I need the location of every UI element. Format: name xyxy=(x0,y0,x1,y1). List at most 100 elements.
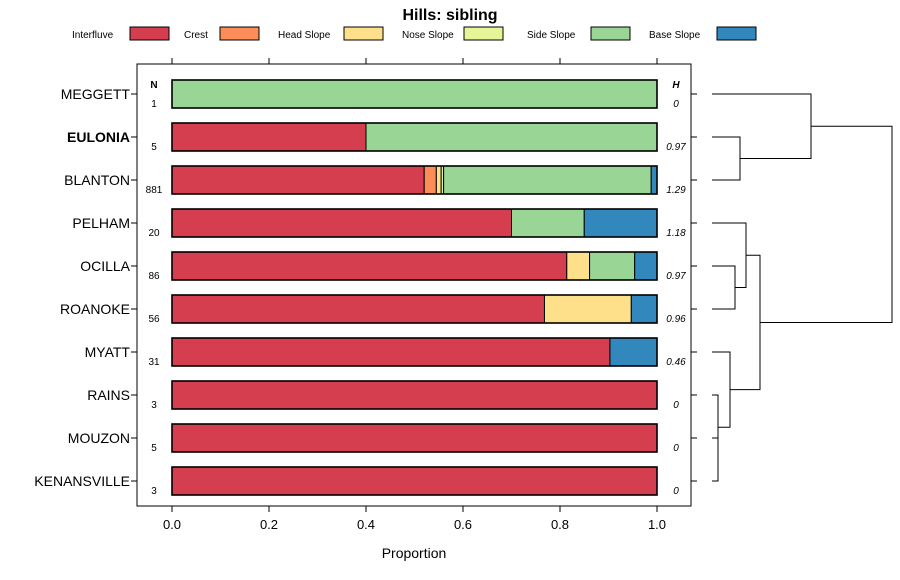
bar-outline xyxy=(171,466,658,496)
x-tick-label: 0.4 xyxy=(357,517,375,532)
bar-segment-side-slope xyxy=(511,208,585,238)
n-value: 3 xyxy=(151,486,157,497)
legend-swatch-head-slope xyxy=(343,26,384,41)
legend-label-crest: Crest xyxy=(184,30,208,41)
bar-segment-base-slope xyxy=(609,337,658,367)
bar-segment-interfluve xyxy=(171,337,611,367)
dendrogram-link xyxy=(760,125,893,323)
dendrogram xyxy=(712,93,893,482)
n-value: 1 xyxy=(151,99,157,110)
plot-frame xyxy=(136,63,692,507)
legend-swatch-base-slope xyxy=(716,26,757,41)
bar-outline xyxy=(171,208,658,238)
dendrogram-link xyxy=(712,351,731,428)
bar-outline xyxy=(171,294,658,324)
n-value: 3 xyxy=(151,400,157,411)
bar-segment-interfluve xyxy=(171,380,658,410)
row-meggett: MEGGETT 1 0 xyxy=(61,79,679,110)
x-axis-label: Proportion xyxy=(382,545,447,561)
series-label-blanton: BLANTON xyxy=(64,172,130,188)
series-label-ocilla: OCILLA xyxy=(80,258,130,274)
n-value: 5 xyxy=(151,142,157,153)
bar-segment-interfluve xyxy=(171,466,658,496)
bar-segment-side-slope xyxy=(171,79,658,109)
dendrogram-link xyxy=(712,437,719,482)
bar-outline xyxy=(171,165,658,195)
x-tick-label: 0.6 xyxy=(454,517,472,532)
bar-outline xyxy=(171,380,658,410)
legend-swatch-nose-slope xyxy=(463,26,504,41)
n-value: 881 xyxy=(146,185,163,196)
n-column-header: N xyxy=(150,80,157,91)
bar-segment-crest xyxy=(423,165,437,195)
x-tick-label: 0.0 xyxy=(163,517,181,532)
bar-outline xyxy=(171,251,658,281)
h-value: 0 xyxy=(673,443,679,454)
h-value: 0 xyxy=(673,400,679,411)
h-value: 1.29 xyxy=(666,185,686,196)
rows: MEGGETT 1 0 EULONIA 5 0.97 BLANTON 881 1.29 PELHA… xyxy=(34,79,686,497)
legend-label-head-slope: Head Slope xyxy=(278,30,331,41)
bar-outline xyxy=(171,337,658,367)
bar-segment-head-slope xyxy=(435,165,442,195)
n-value: 86 xyxy=(148,271,160,282)
bar-segment-head-slope xyxy=(566,251,591,281)
bar-outline xyxy=(171,79,658,109)
bar-outline xyxy=(171,122,658,152)
series-label-pelham: PELHAM xyxy=(72,215,130,231)
bar-segment-base-slope xyxy=(583,208,658,238)
row-mouzon: MOUZON 5 0 xyxy=(68,423,679,454)
row-rains: RAINS 3 0 xyxy=(87,380,679,411)
x-tick-label: 0.2 xyxy=(260,517,278,532)
legend-swatch-interfluve xyxy=(129,26,170,41)
h-column-header: H xyxy=(672,80,680,91)
series-label-mouzon: MOUZON xyxy=(68,430,130,446)
bar-segment-base-slope xyxy=(634,251,658,281)
dendrogram-link xyxy=(712,394,719,460)
h-value: 0.97 xyxy=(666,142,686,153)
h-value: 0.97 xyxy=(666,271,686,282)
bar-segment-interfluve xyxy=(171,208,512,238)
bar-segment-interfluve xyxy=(171,122,367,152)
bar-segment-interfluve xyxy=(171,165,425,195)
legend: Interfluve Crest Head Slope Nose Slope Side … xyxy=(72,26,757,41)
bar-segment-side-slope xyxy=(365,122,658,152)
bar-outline xyxy=(171,423,658,453)
bar-segment-side-slope xyxy=(443,165,652,195)
row-roanoke: ROANOKE 56 0.96 xyxy=(60,294,686,325)
series-label-myatt: MYATT xyxy=(85,344,131,360)
chart-title: Hills: sibling xyxy=(402,7,497,24)
row-kenansville: KENANSVILLE 3 0 xyxy=(34,466,679,497)
dendrogram-link xyxy=(712,265,736,310)
row-ocilla: OCILLA 86 0.97 xyxy=(80,251,686,282)
dendrogram-link xyxy=(712,93,812,159)
h-value: 0 xyxy=(673,486,679,497)
series-label-rains: RAINS xyxy=(87,387,130,403)
n-value: 31 xyxy=(148,357,160,368)
x-tick-label: 1.0 xyxy=(648,517,666,532)
series-label-meggett: MEGGETT xyxy=(61,86,131,102)
series-label-kenansville: KENANSVILLE xyxy=(34,473,130,489)
row-eulonia: EULONIA 5 0.97 xyxy=(67,122,686,153)
legend-label-interfluve: Interfluve xyxy=(72,30,114,41)
bar-segment-interfluve xyxy=(171,294,545,324)
dendrogram-link xyxy=(712,136,741,181)
bar-segment-base-slope xyxy=(650,165,658,195)
bar-segment-interfluve xyxy=(171,251,568,281)
row-blanton: BLANTON 881 1.29 xyxy=(64,165,686,196)
series-label-eulonia: EULONIA xyxy=(67,129,130,145)
series-label-roanoke: ROANOKE xyxy=(60,301,130,317)
row-myatt: MYATT 31 0.46 xyxy=(85,337,686,368)
bar-segment-side-slope xyxy=(589,251,636,281)
legend-swatch-side-slope xyxy=(590,26,631,41)
n-value: 56 xyxy=(148,314,160,325)
n-value: 5 xyxy=(151,443,157,454)
legend-swatch-crest xyxy=(219,26,260,41)
legend-label-base-slope: Base Slope xyxy=(649,30,701,41)
axes: 0.0 0.2 0.4 0.6 0.8 1.0 xyxy=(131,58,697,532)
h-value: 1.18 xyxy=(666,228,686,239)
bar-segment-head-slope xyxy=(543,294,632,324)
dendrogram-link xyxy=(712,222,747,288)
legend-label-side-slope: Side Slope xyxy=(527,30,576,41)
